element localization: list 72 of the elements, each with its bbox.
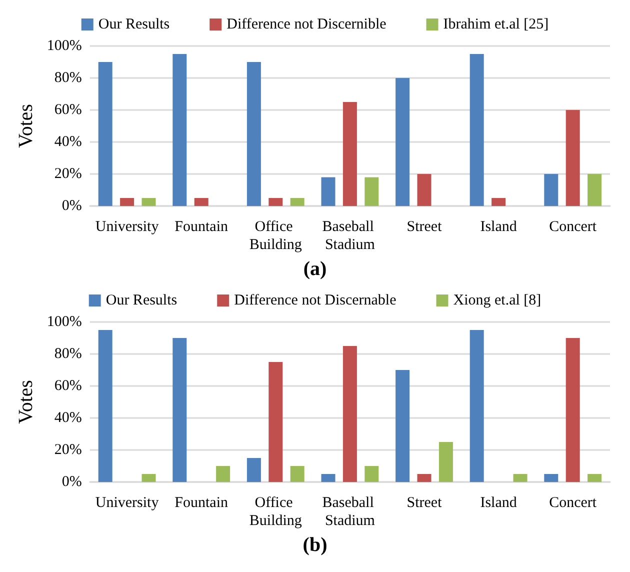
legend-label: Our Results xyxy=(98,16,170,32)
legend-label: Our Results xyxy=(106,292,178,308)
x-tick-label: University xyxy=(95,219,160,235)
bar xyxy=(396,78,410,206)
bar xyxy=(588,474,602,482)
bar xyxy=(246,458,261,482)
bar xyxy=(268,198,283,206)
bar xyxy=(194,198,208,206)
bar xyxy=(492,198,506,206)
bar xyxy=(246,62,261,206)
bar xyxy=(321,177,336,206)
x-tick-label: Baseball Stadium xyxy=(322,219,378,253)
y-tick-label: 60% xyxy=(54,378,82,394)
y-axis-title: Votes xyxy=(15,380,37,424)
bar xyxy=(290,466,304,482)
bar xyxy=(321,474,336,482)
y-tick-label: 20% xyxy=(54,442,82,458)
bar xyxy=(98,62,112,206)
x-tick-label: Street xyxy=(406,495,443,511)
bar xyxy=(98,330,112,482)
bar xyxy=(172,338,187,482)
y-tick-label: 40% xyxy=(54,134,82,150)
x-tick-label: University xyxy=(95,495,160,511)
bar xyxy=(364,466,379,482)
y-tick-label: 0% xyxy=(62,198,82,214)
legend-label: Difference not Discernible xyxy=(226,16,387,32)
y-tick-label: 20% xyxy=(54,166,82,182)
bar xyxy=(513,474,528,482)
x-tick-label: Fountain xyxy=(174,495,229,511)
y-tick-label: 100% xyxy=(46,314,82,330)
bar xyxy=(290,198,304,206)
bar xyxy=(172,54,187,206)
y-tick-label: 100% xyxy=(46,38,82,54)
x-tick-label: Concert xyxy=(549,495,598,511)
x-tick-label: Island xyxy=(480,495,518,511)
y-tick-label: 60% xyxy=(54,102,82,118)
text: (a) xyxy=(303,258,327,280)
bar xyxy=(417,174,432,206)
bar xyxy=(588,174,602,206)
bar xyxy=(268,362,283,482)
bar xyxy=(142,474,156,482)
bar xyxy=(342,102,357,206)
bar xyxy=(566,338,580,482)
bar xyxy=(396,370,410,482)
x-tick-label: Baseball Stadium xyxy=(322,495,378,529)
bar xyxy=(342,346,357,482)
bar xyxy=(544,474,558,482)
bar xyxy=(438,442,453,482)
bar xyxy=(470,330,484,482)
x-tick-label: Street xyxy=(406,219,443,235)
bar xyxy=(544,174,558,206)
legend-label: Ibrahim et.al [25] xyxy=(443,16,549,32)
x-tick-label: Island xyxy=(480,219,518,235)
legend-label: Difference not Discernable xyxy=(234,292,397,308)
bar xyxy=(417,474,432,482)
bar xyxy=(142,198,156,206)
y-tick-label: 80% xyxy=(54,70,82,86)
y-tick-label: 80% xyxy=(54,346,82,362)
y-tick-label: 40% xyxy=(54,410,82,426)
bar xyxy=(120,198,134,206)
x-tick-label: Office Building xyxy=(249,219,302,253)
bar xyxy=(364,177,379,206)
text: (b) xyxy=(302,534,328,556)
bar xyxy=(216,466,230,482)
x-tick-label: Fountain xyxy=(174,219,229,235)
x-tick-label: Office Building xyxy=(249,495,302,529)
y-axis-title: Votes xyxy=(15,104,37,148)
bar xyxy=(470,54,484,206)
legend-label: Xiong et.al [8] xyxy=(453,292,542,308)
y-tick-label: 0% xyxy=(62,474,82,490)
x-tick-label: Concert xyxy=(549,219,598,235)
bar xyxy=(566,110,580,206)
